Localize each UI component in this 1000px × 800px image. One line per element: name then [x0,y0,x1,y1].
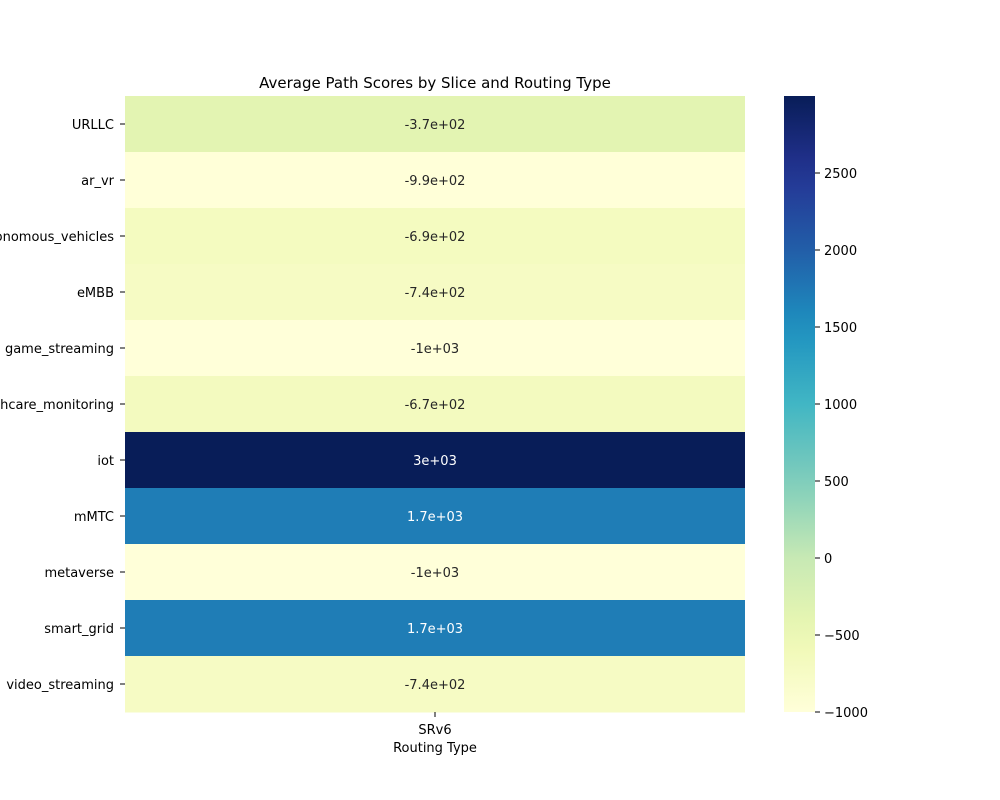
cell-value-label: -9.9e+02 [405,174,466,189]
cell-value-label: -7.4e+02 [405,678,466,693]
heatmap-cell [125,432,745,489]
cell-value-label: -3.7e+02 [405,118,466,133]
y-tick-label: mMTC [74,510,114,525]
x-tick-label: SRv6 [418,723,451,738]
y-tick-label: eMBB [77,286,114,301]
heatmap-cell [125,600,745,657]
heatmap-cell [125,488,745,545]
cell-value-label: -7.4e+02 [405,286,466,301]
cell-value-label: 3e+03 [413,454,457,469]
y-axis: URLLC ar_vr autonomous_vehicles eMBB game_st… [0,118,125,693]
colorbar: −1000 −500 0 500 1000 1500 2000 2500 [784,96,868,721]
colorbar-tick-label: 2500 [824,167,857,182]
heatmap-cell [125,376,745,433]
y-tick-label: game_streaming [5,342,114,357]
cell-value-label: -1e+03 [411,566,459,581]
cell-value-label: -6.9e+02 [405,230,466,245]
colorbar-tick-label: 0 [824,552,832,567]
cell-value-label: 1.7e+03 [407,622,463,637]
colorbar-tick-label: −1000 [824,706,868,721]
cell-value-label: 1.7e+03 [407,510,463,525]
heatmap-cell [125,96,745,153]
cell-value-label: -6.7e+02 [405,398,466,413]
y-tick-label: healthcare_monitoring [0,398,114,413]
y-tick-label: smart_grid [44,622,114,637]
heatmap-cell [125,208,745,265]
colorbar-tick-label: 1500 [824,321,857,336]
colorbar-tick-label: −500 [824,629,860,644]
y-tick-label: ar_vr [81,174,115,189]
heatmap-cell [125,152,745,209]
x-axis-label: Routing Type [393,741,477,756]
y-tick-label: iot [97,454,114,469]
heatmap-cells: -3.7e+02 -9.9e+02 -6.9e+02 -7.4e+02 -1e+03 -6… [125,96,745,713]
y-tick-label: URLLC [72,118,114,133]
colorbar-tick-label: 500 [824,475,849,490]
x-axis: SRv6 [418,712,452,738]
colorbar-gradient [784,96,815,712]
cell-value-label: -1e+03 [411,342,459,357]
y-tick-label: video_streaming [6,678,114,693]
y-tick-label: autonomous_vehicles [0,230,114,245]
heatmap-cell [125,264,745,321]
colorbar-tick-label: 2000 [824,244,857,259]
chart-title: Average Path Scores by Slice and Routing… [259,74,611,92]
heatmap-cell [125,656,745,713]
heatmap-cell [125,544,745,601]
heatmap-cell [125,320,745,377]
colorbar-tick-label: 1000 [824,398,857,413]
y-tick-label: metaverse [44,566,114,581]
